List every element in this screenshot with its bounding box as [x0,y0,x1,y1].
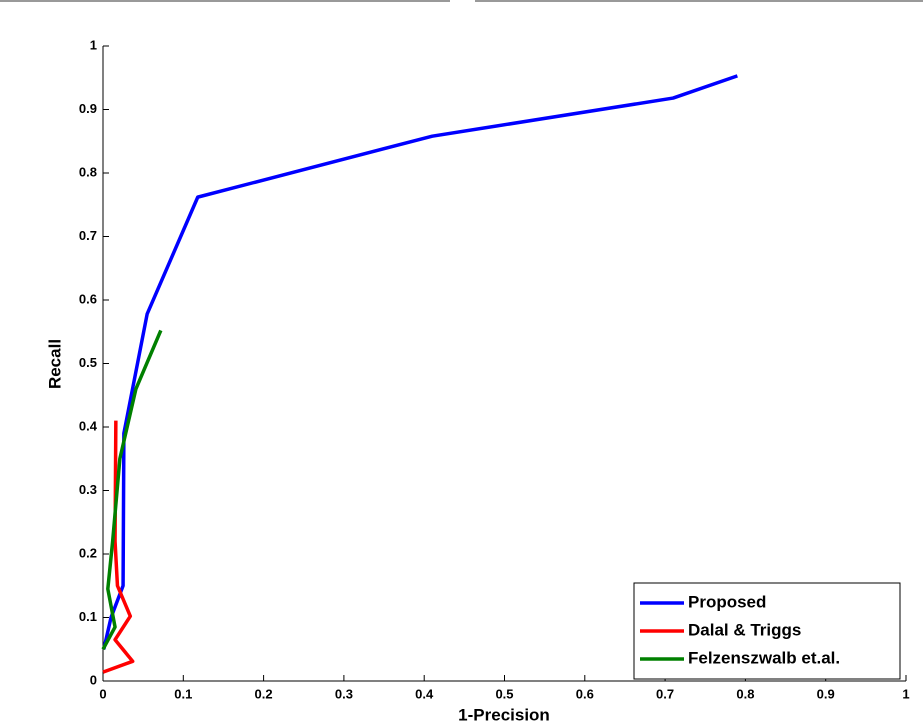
x-tick-label: 0.8 [736,686,754,701]
x-tick-label: 0.4 [415,686,434,701]
y-tick-label: 0.6 [79,291,97,306]
x-tick-label: 1 [902,686,909,701]
series-line [102,420,135,674]
y-tick-label: 0.4 [79,418,98,433]
x-tick-label: 0.1 [174,686,192,701]
y-tick-label: 0.5 [79,355,97,370]
y-tick-label: 0.3 [79,482,97,497]
x-tick-label: 0.5 [495,686,513,701]
x-tick-label: 0.7 [656,686,674,701]
x-tick-label: 0.6 [576,686,594,701]
x-tick-label: 0 [99,686,106,701]
y-tick-label: 0.1 [79,609,97,624]
y-axis-label: Recall [45,339,64,389]
y-tick-label: 0.7 [79,228,97,243]
x-axis-label: 1-Precision [458,705,550,724]
legend-label: Proposed [688,592,766,611]
y-tick-label: 0.8 [79,164,97,179]
series-line [101,329,163,651]
y-tick-label: 0.2 [79,545,97,560]
x-tick-label: 0.3 [335,686,353,701]
y-tick-label: 0.9 [79,101,97,116]
y-tick-label: 0 [90,672,97,687]
y-tick-label: 1 [90,37,97,52]
series-line [102,74,738,650]
x-tick-label: 0.9 [817,686,835,701]
legend-label: Dalal & Triggs [688,620,801,639]
legend-label: Felzenszwalb et.al. [688,648,840,667]
x-tick-label: 0.2 [255,686,273,701]
